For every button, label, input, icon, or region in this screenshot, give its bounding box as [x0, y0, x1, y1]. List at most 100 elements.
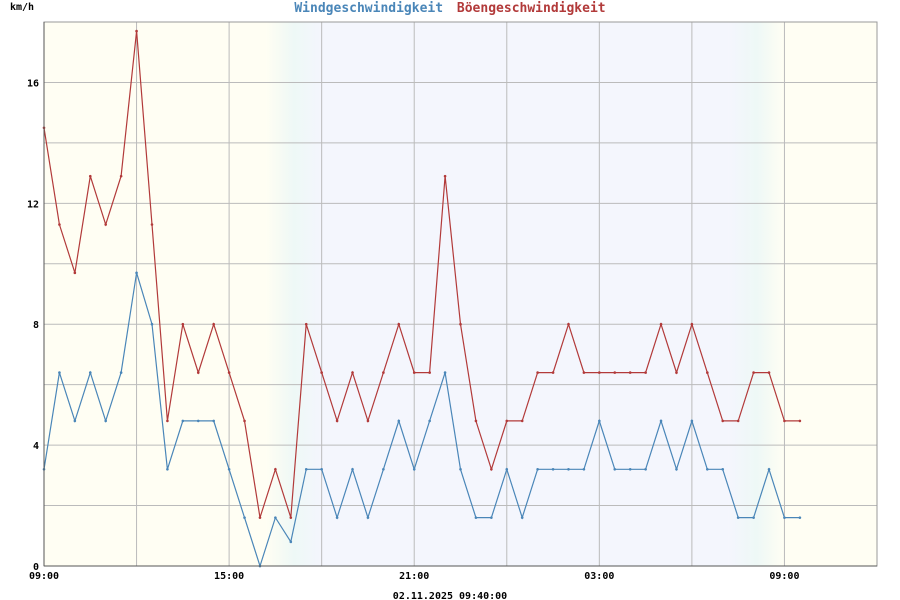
data-point: [150, 223, 154, 226]
data-point: [366, 419, 370, 423]
x-tick-label: 21:00: [399, 571, 429, 582]
data-point: [166, 467, 169, 471]
data-point: [443, 174, 447, 178]
data-point: [351, 467, 354, 471]
data-point: [304, 322, 308, 326]
data-point: [351, 371, 354, 374]
data-point: [598, 371, 601, 374]
y-tick-labels: 0 4 8 12 16: [27, 78, 39, 573]
data-point: [412, 371, 416, 374]
data-point: [767, 467, 771, 471]
data-point: [551, 467, 555, 471]
data-point: [274, 516, 277, 519]
data-point: [582, 467, 586, 471]
data-point: [474, 516, 478, 519]
background-band: [44, 22, 267, 566]
data-point: [335, 516, 339, 519]
data-point: [150, 322, 154, 326]
day-night-background: [44, 22, 877, 566]
data-point: [598, 419, 601, 423]
series-layer: [42, 29, 802, 568]
data-point: [382, 467, 385, 471]
data-point: [459, 467, 462, 471]
data-point: [258, 516, 262, 519]
data-point: [613, 467, 617, 471]
data-point: [567, 467, 570, 471]
data-point: [243, 516, 246, 519]
data-point: [212, 322, 215, 326]
y-tick-label: 8: [33, 320, 39, 331]
y-axis-unit: km/h: [10, 2, 34, 13]
data-point: [289, 540, 293, 544]
data-point: [505, 419, 509, 423]
data-point: [798, 516, 802, 519]
background-band: [728, 22, 785, 566]
data-point: [397, 419, 401, 423]
data-point: [166, 419, 169, 423]
title-wind: Windgeschwindigkeit: [294, 1, 443, 16]
data-point: [196, 419, 200, 423]
data-point: [135, 29, 138, 33]
data-point: [659, 322, 663, 326]
data-point: [520, 516, 524, 519]
data-point: [73, 271, 77, 275]
data-point: [243, 419, 246, 423]
data-point: [58, 223, 61, 226]
data-point: [536, 467, 539, 471]
series-line: [43, 31, 800, 518]
data-point: [212, 419, 215, 423]
data-point: [397, 322, 401, 326]
axes: [43, 22, 877, 567]
data-point: [551, 371, 555, 374]
timestamp-footer: 02.11.2025 09:40:00: [393, 591, 507, 600]
y-tick-label: 12: [27, 199, 39, 210]
series-line: [43, 272, 800, 568]
x-tick-label: 09:00: [769, 571, 799, 582]
data-point: [490, 467, 493, 471]
data-point: [736, 419, 740, 423]
data-point: [798, 419, 802, 423]
chart-title: Windgeschwindigkeit Böengeschwindigkeit: [294, 1, 605, 16]
data-point: [628, 371, 632, 374]
data-point: [88, 371, 92, 374]
data-point: [73, 419, 77, 423]
data-point: [567, 322, 570, 326]
data-point: [783, 419, 786, 423]
data-point: [582, 371, 586, 374]
data-point: [644, 467, 647, 471]
y-tick-label: 4: [33, 441, 39, 452]
data-point: [227, 371, 231, 374]
title-gust: Böengeschwindigkeit: [457, 1, 606, 16]
series-wind: [42, 271, 802, 568]
data-point: [459, 322, 462, 326]
data-point: [412, 467, 416, 471]
data-point: [628, 467, 632, 471]
data-point: [767, 371, 771, 374]
data-point: [366, 516, 370, 519]
data-point: [119, 371, 123, 374]
data-point: [721, 419, 725, 423]
data-point: [520, 419, 524, 423]
data-point: [382, 371, 385, 374]
data-point: [88, 174, 92, 178]
data-point: [58, 371, 61, 374]
data-point: [428, 371, 431, 374]
y-tick-label: 16: [27, 78, 39, 89]
data-point: [289, 516, 293, 519]
data-point: [490, 516, 493, 519]
data-point: [736, 516, 740, 519]
data-point: [181, 322, 185, 326]
data-point: [181, 419, 185, 423]
data-point: [783, 516, 786, 519]
background-band: [321, 22, 729, 566]
data-point: [274, 467, 277, 471]
data-point: [659, 419, 663, 423]
data-point: [335, 419, 339, 423]
data-point: [428, 419, 431, 423]
data-point: [104, 419, 108, 423]
background-band: [784, 22, 877, 566]
data-point: [690, 322, 694, 326]
data-point: [505, 467, 509, 471]
data-point: [706, 467, 709, 471]
